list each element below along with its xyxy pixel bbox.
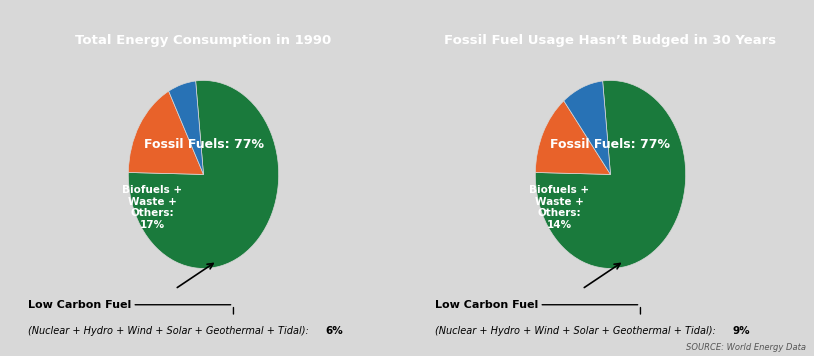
Wedge shape	[564, 81, 610, 174]
Text: Fossil Fuels: 77%: Fossil Fuels: 77%	[143, 138, 264, 151]
Wedge shape	[129, 91, 204, 174]
Text: 9%: 9%	[733, 326, 750, 336]
Text: Low Carbon Fuel: Low Carbon Fuel	[28, 300, 131, 310]
Wedge shape	[168, 81, 204, 174]
Text: Total Energy Consumption in 1990: Total Energy Consumption in 1990	[76, 35, 331, 47]
Text: (Nuclear + Hydro + Wind + Solar + Geothermal + Tidal):: (Nuclear + Hydro + Wind + Solar + Geothe…	[28, 326, 312, 336]
Text: SOURCE: World Energy Data: SOURCE: World Energy Data	[686, 344, 806, 352]
Text: (Nuclear + Hydro + Wind + Solar + Geothermal + Tidal):: (Nuclear + Hydro + Wind + Solar + Geothe…	[435, 326, 719, 336]
Text: Fossil Fuels: 77%: Fossil Fuels: 77%	[550, 138, 671, 151]
Text: Fossil Fuel Usage Hasn’t Budged in 30 Years: Fossil Fuel Usage Hasn’t Budged in 30 Ye…	[444, 35, 777, 47]
Wedge shape	[129, 80, 278, 268]
Wedge shape	[536, 101, 610, 174]
Text: 6%: 6%	[326, 326, 343, 336]
Text: Biofuels +
Waste +
Others:
17%: Biofuels + Waste + Others: 17%	[122, 185, 182, 230]
Wedge shape	[536, 80, 685, 268]
Text: Biofuels +
Waste +
Others:
14%: Biofuels + Waste + Others: 14%	[529, 185, 589, 230]
Text: Low Carbon Fuel: Low Carbon Fuel	[435, 300, 538, 310]
